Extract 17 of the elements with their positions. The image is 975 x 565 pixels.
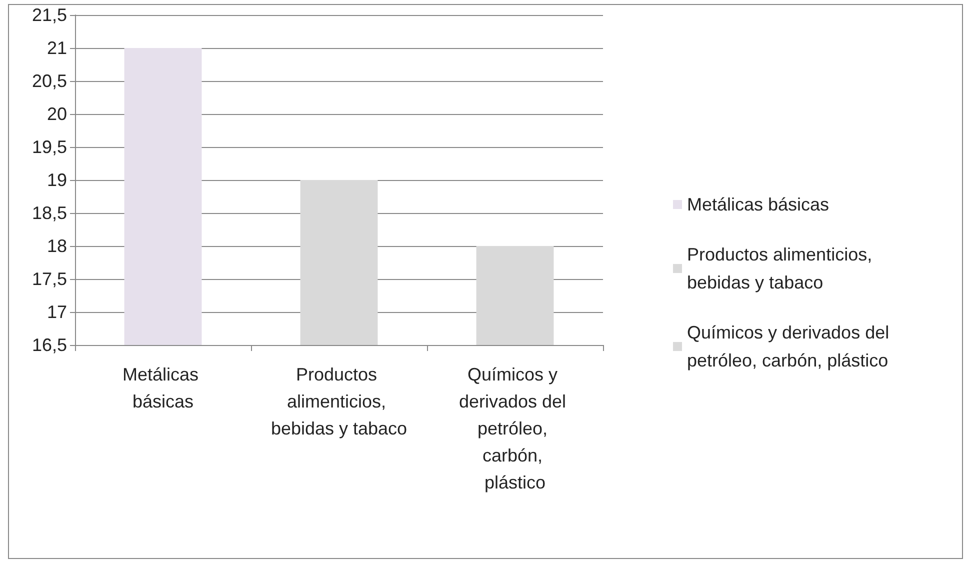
- y-tick-label: 17,5: [32, 269, 67, 289]
- y-tick-label: 17: [46, 302, 67, 322]
- x-tick-label: Químicos y derivados del petróleo, carbón, plástico: [458, 364, 572, 492]
- y-tick-label: 20,5: [32, 71, 67, 91]
- y-tick-label: 21: [46, 38, 67, 58]
- legend-label: Productos alimenticios, bebidas y tabaco: [687, 244, 878, 292]
- y-tick-label: 19: [46, 170, 67, 190]
- y-tick-label: 19,5: [32, 137, 67, 157]
- y-tick-label: 21,5: [32, 5, 67, 25]
- x-tick-label: Productos alimenticios, bebidas y tabaco: [270, 364, 408, 438]
- y-tick-label: 16,5: [32, 335, 67, 355]
- legend-label: Metálicas básicas: [687, 194, 830, 214]
- y-tick-label: 18: [46, 236, 67, 256]
- y-tick-label: 20: [46, 104, 67, 124]
- legend-label: Químicos y derivados del petróleo, carbón, plástico: [687, 322, 894, 370]
- y-tick-label: 18,5: [32, 203, 67, 223]
- x-tick-label: Metálicas básicas: [122, 364, 204, 412]
